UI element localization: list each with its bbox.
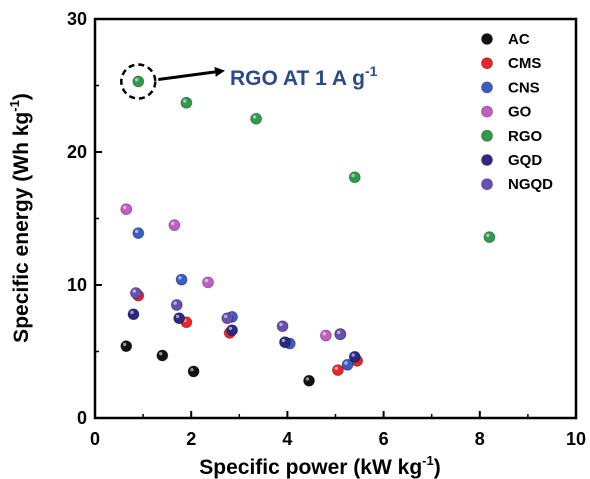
legend-item-cns: CNS xyxy=(481,79,540,96)
data-point xyxy=(303,374,315,387)
data-point-highlight xyxy=(344,361,348,365)
annotation xyxy=(120,63,225,100)
data-point-highlight xyxy=(351,173,355,178)
series-rgo xyxy=(132,75,496,244)
data-point-highlight xyxy=(134,229,139,234)
legend-item-ngqd: NGQD xyxy=(481,176,553,193)
series-ngqd xyxy=(129,287,347,341)
data-point xyxy=(226,324,238,337)
x-tick-label: 6 xyxy=(379,429,389,449)
data-point-highlight xyxy=(122,342,127,347)
axis-ticks: 0 2 4 6 8 10 0 10 20 30 xyxy=(67,9,586,449)
data-point xyxy=(221,312,234,325)
data-point xyxy=(348,350,361,363)
data-point-highlight xyxy=(281,338,286,343)
data-point xyxy=(202,276,214,289)
data-point xyxy=(120,340,133,353)
y-tick-label: 0 xyxy=(77,408,87,428)
data-point xyxy=(170,299,183,311)
data-point xyxy=(127,308,140,321)
data-point-highlight xyxy=(351,353,355,357)
data-point-highlight xyxy=(134,78,139,82)
data-point-highlight xyxy=(175,314,180,319)
x-tick-label: 8 xyxy=(475,429,485,449)
data-point-highlight xyxy=(204,278,209,283)
y-axis-title: Specific energy (Wh kg-1) xyxy=(7,93,33,343)
data-point-highlight xyxy=(178,276,182,280)
data-point xyxy=(319,329,332,342)
legend-marker xyxy=(481,81,493,94)
x-axis-title: Specific power (kW kg-1) xyxy=(199,453,440,479)
data-point xyxy=(168,219,181,232)
data-point-highlight xyxy=(252,115,257,119)
data-point-highlight xyxy=(190,367,194,372)
legend-label: NGQD xyxy=(508,176,553,193)
data-point xyxy=(156,349,169,362)
data-point-highlight xyxy=(132,289,136,293)
x-tick-label: 2 xyxy=(186,429,196,449)
x-tick-label: 0 xyxy=(90,429,100,449)
data-point xyxy=(187,365,200,378)
legend-item-go: GO xyxy=(481,104,532,121)
data-point-highlight xyxy=(337,330,341,335)
y-tick-label: 30 xyxy=(67,9,87,29)
series-gqd xyxy=(127,308,361,363)
legend-item-rgo: RGO xyxy=(481,128,543,145)
data-point-highlight xyxy=(183,99,187,103)
y-tick-label: 20 xyxy=(67,142,87,162)
data-point xyxy=(276,320,289,333)
legend-label: GO xyxy=(508,104,532,121)
data-point-highlight xyxy=(171,221,175,226)
data-point xyxy=(279,336,291,349)
series-cns xyxy=(132,227,354,371)
data-point xyxy=(180,96,193,109)
data-point-highlight xyxy=(486,233,490,238)
data-point-highlight xyxy=(334,366,339,371)
data-point xyxy=(250,112,263,125)
legend-label: CNS xyxy=(508,79,540,96)
legend-item-gqd: GQD xyxy=(481,152,542,169)
data-point xyxy=(120,203,133,216)
legend: AC CMS CNS GO RGO GQD NGQD xyxy=(481,31,553,193)
x-tick-label: 4 xyxy=(282,429,292,449)
highlight-circle xyxy=(120,63,157,100)
legend-item-cms: CMS xyxy=(481,55,541,72)
legend-label: GQD xyxy=(508,152,542,169)
data-point-highlight xyxy=(279,322,283,327)
legend-label: RGO xyxy=(508,128,543,145)
data-point xyxy=(132,227,145,240)
data-point xyxy=(173,312,186,325)
data-points xyxy=(120,75,496,387)
series-ac xyxy=(120,340,315,387)
legend-marker xyxy=(481,57,493,70)
data-point-highlight xyxy=(173,301,177,305)
legend-marker xyxy=(481,33,493,45)
data-point-highlight xyxy=(130,310,134,315)
legend-item-ac: AC xyxy=(481,31,530,48)
x-tick-label: 10 xyxy=(566,429,586,449)
data-point xyxy=(132,75,145,88)
legend-label: CMS xyxy=(508,55,541,72)
data-point xyxy=(348,171,361,184)
data-point-highlight xyxy=(322,332,326,336)
annotation-label: RGO AT 1 A g-1 xyxy=(230,63,378,90)
legend-marker xyxy=(481,129,493,142)
data-point-highlight xyxy=(228,326,233,331)
legend-marker xyxy=(481,178,493,191)
data-point-highlight xyxy=(305,377,310,381)
legend-marker xyxy=(481,154,493,166)
data-point xyxy=(483,231,496,244)
data-point-highlight xyxy=(159,351,163,356)
data-point-highlight xyxy=(122,205,127,210)
annotation-arrow xyxy=(158,66,225,81)
data-point xyxy=(334,328,347,341)
data-point xyxy=(332,364,344,377)
data-point-highlight xyxy=(223,314,228,319)
y-tick-label: 10 xyxy=(67,275,87,295)
legend-marker xyxy=(481,105,493,118)
data-point xyxy=(129,287,142,299)
data-point xyxy=(175,273,188,286)
legend-label: AC xyxy=(508,31,530,48)
